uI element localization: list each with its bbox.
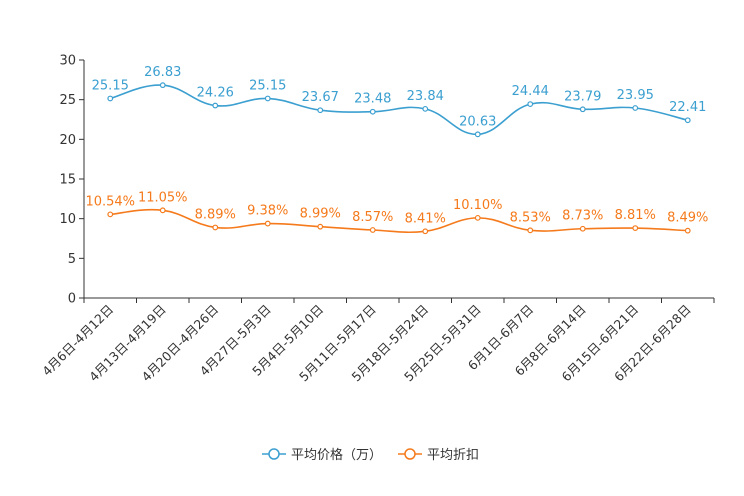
data-point: [212, 224, 219, 231]
data-label: 10.54%: [85, 194, 135, 209]
data-label: 23.79: [564, 89, 601, 104]
data-point: [107, 95, 114, 102]
series-2: 10.54% 11.05% 8.89% 9.38% 8.99% 8.57% 8.41% 10.…: [85, 190, 708, 235]
data-label: 24.44: [512, 84, 549, 99]
y-tick-label: 5: [68, 252, 76, 267]
y-tick-label: 20: [59, 133, 76, 148]
data-point: [474, 131, 481, 138]
data-label: 25.15: [92, 78, 129, 93]
legend-label: 平均折扣: [427, 448, 479, 463]
data-label: 8.89%: [195, 207, 236, 222]
data-point: [579, 225, 586, 232]
data-point: [264, 95, 271, 102]
data-point: [369, 108, 376, 115]
data-label: 8.49%: [667, 211, 708, 226]
data-point: [579, 106, 586, 113]
data-label: 8.53%: [510, 210, 551, 225]
legend-marker-icon: [268, 448, 280, 460]
data-point: [212, 102, 219, 109]
data-label: 11.05%: [138, 190, 188, 205]
data-point: [159, 207, 166, 214]
data-point: [317, 107, 324, 114]
data-label: 8.73%: [562, 209, 603, 224]
data-label: 23.84: [407, 89, 444, 104]
data-point: [422, 228, 429, 235]
y-tick-label: 0: [68, 292, 76, 307]
data-point: [107, 211, 114, 218]
data-label: 26.83: [144, 65, 181, 80]
data-point: [527, 101, 534, 108]
data-point: [474, 214, 481, 221]
data-point: [684, 117, 691, 124]
data-label: 22.41: [669, 100, 706, 115]
y-tick-label: 30: [59, 54, 76, 69]
data-point: [422, 105, 429, 112]
y-tick-label: 15: [59, 173, 76, 188]
data-label: 23.67: [302, 90, 339, 105]
data-point: [264, 220, 271, 227]
data-point: [159, 82, 166, 89]
data-label: 8.81%: [615, 208, 656, 223]
data-label: 20.63: [459, 114, 496, 129]
legend-label: 平均价格（万）: [291, 447, 382, 463]
data-point: [369, 227, 376, 233]
data-label: 23.48: [354, 92, 391, 107]
series-1: 25.15 26.83 24.26 25.15 23.67 23.48 23.84 20.63…: [92, 65, 706, 138]
legend: 平均价格（万） 平均折扣: [262, 447, 479, 463]
data-label: 9.38%: [247, 204, 288, 219]
data-point: [632, 105, 639, 111]
data-label: 10.10%: [453, 198, 503, 213]
data-label: 8.99%: [300, 207, 341, 222]
y-tick-label: 10: [59, 212, 76, 227]
data-label: 8.57%: [352, 210, 393, 225]
data-point: [684, 227, 691, 234]
data-point: [317, 223, 324, 230]
legend-item-2: 平均折扣: [398, 448, 479, 463]
data-label: 23.95: [617, 88, 654, 103]
data-label: 24.26: [197, 86, 234, 101]
data-point: [527, 227, 534, 234]
data-label: 8.41%: [405, 211, 446, 226]
y-tick-label: 25: [59, 93, 76, 108]
series-layer: 25.15 26.83 24.26 25.15 23.67 23.48 23.84 20.63…: [85, 65, 708, 235]
data-label: 25.15: [249, 78, 286, 93]
legend-marker-icon: [404, 448, 416, 460]
series-line: [110, 208, 688, 234]
legend-item-1: 平均价格（万）: [262, 447, 382, 463]
data-point: [632, 225, 639, 232]
